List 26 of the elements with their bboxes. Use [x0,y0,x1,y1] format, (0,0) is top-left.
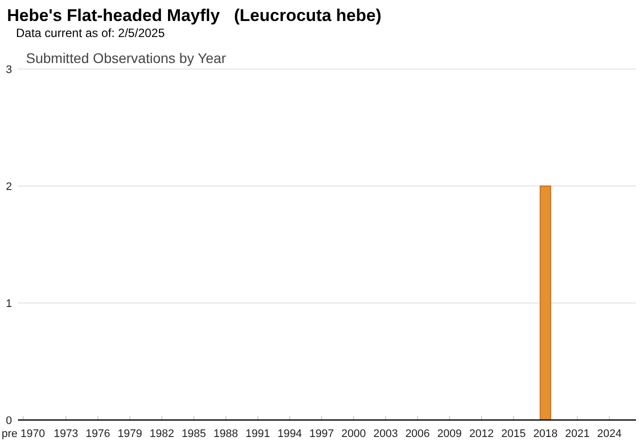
y-tick-label: 0 [6,415,12,427]
x-tick-label: 2000 [341,428,366,440]
y-tick-label: 1 [6,298,12,310]
y-tick-label: 3 [6,64,12,76]
x-tick-label: 1988 [214,428,238,440]
x-tick-label: 1973 [54,428,78,440]
x-tick-label: 1991 [246,428,270,440]
x-tick-label: 2012 [469,428,494,440]
chart-title: Hebe's Flat-headed Mayfly (Leucrocuta hebe) [7,6,382,25]
x-tick-label: 1982 [150,428,174,440]
x-tick-label: 1994 [277,428,302,440]
x-tick-label: 2015 [501,428,526,440]
x-tick-label: 2009 [437,428,462,440]
text: Submitted Observations by Year [26,50,226,66]
x-tick-label: 1979 [118,428,142,440]
chart-subtitle: Data current as of: 2/5/2025 [16,26,166,40]
y-tick-label: 2 [6,181,12,193]
x-tick-label: 2021 [565,428,590,440]
x-tick-label: 1997 [309,428,334,440]
x-tick-label: 1976 [86,428,110,440]
x-tick-label: 1985 [182,428,206,440]
x-tick-label: 2024 [597,428,622,440]
x-tick-label: 2003 [373,428,398,440]
x-tick-label: 2018 [533,428,558,440]
x-tick-label: 2006 [405,428,430,440]
x-tick-label: pre 1970 [2,428,46,440]
